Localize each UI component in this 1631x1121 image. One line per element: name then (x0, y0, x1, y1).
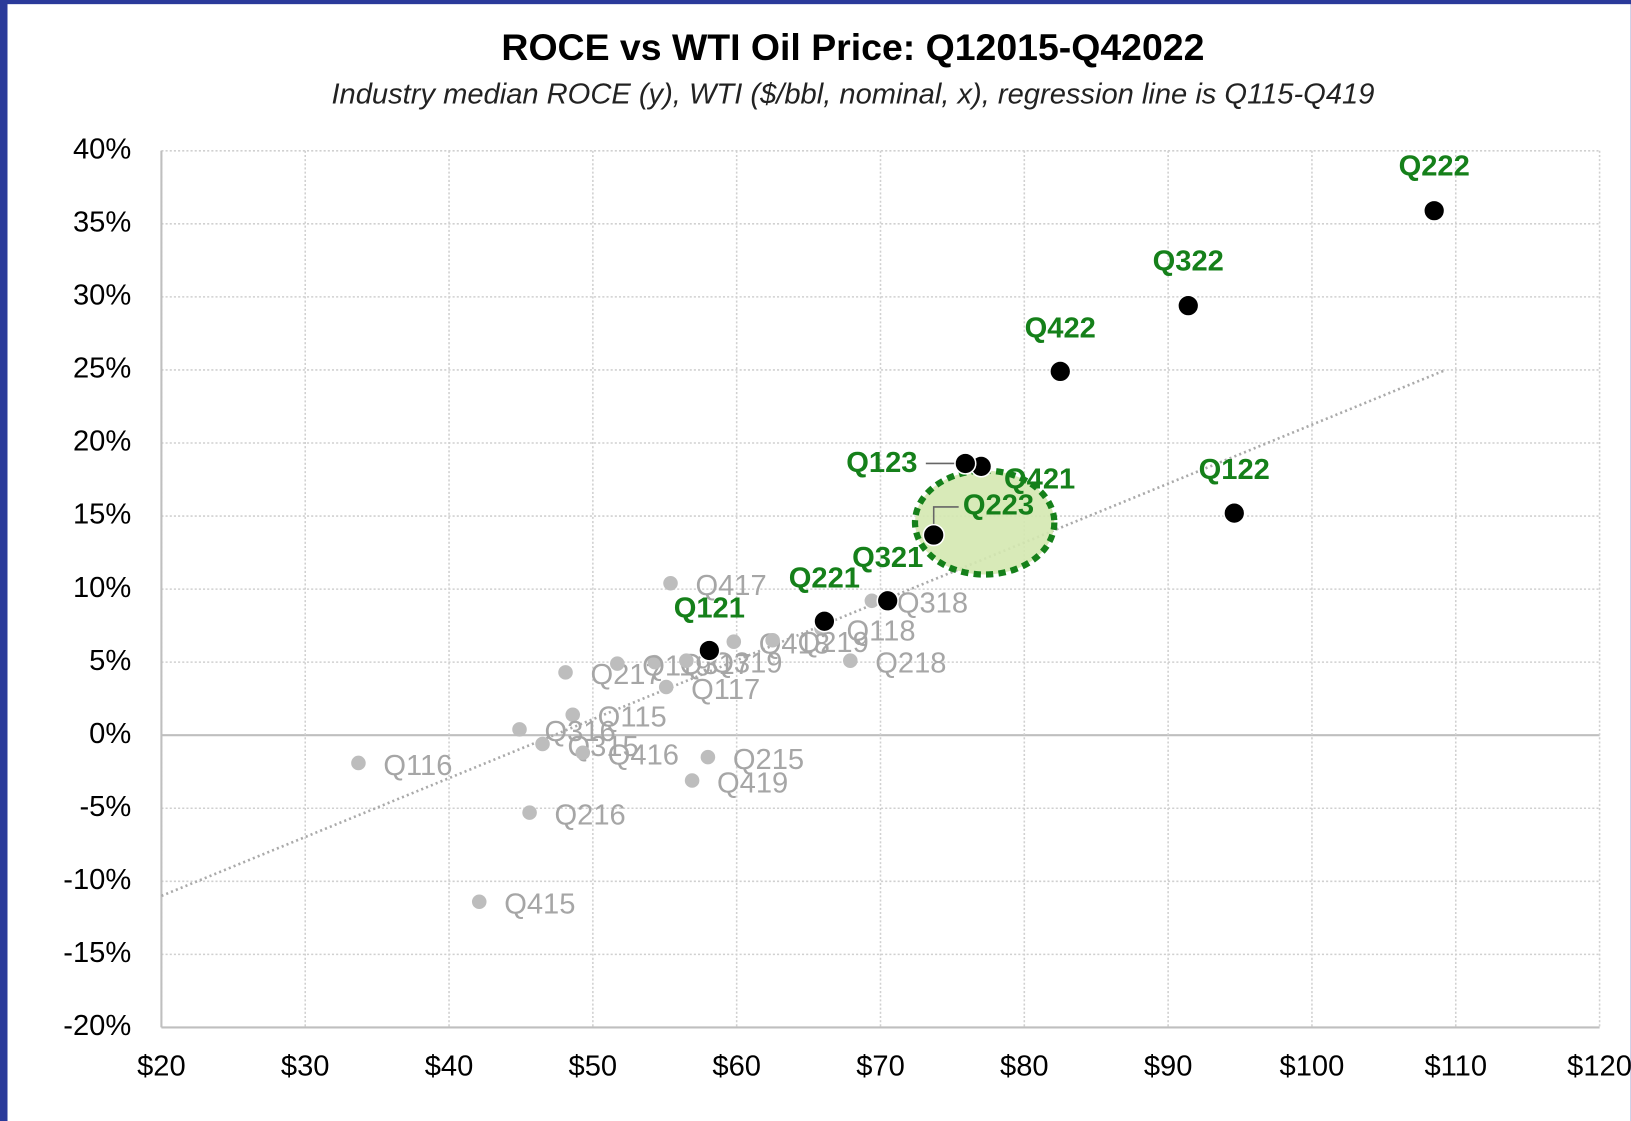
x-tick-label: $50 (569, 1051, 618, 1083)
grid (160, 150, 1601, 1029)
y-tick-label: -15% (63, 937, 131, 969)
point-label: Q122 (1199, 454, 1270, 486)
highlight-point (813, 610, 836, 633)
x-tick-label: $100 (1280, 1051, 1345, 1083)
point-label: Q218 (875, 648, 946, 680)
point-label: Q121 (674, 593, 745, 625)
point-label: Q419 (717, 767, 788, 799)
highlight-point (1049, 360, 1072, 383)
point (610, 656, 625, 671)
point-label: Q221 (789, 562, 860, 594)
highlight-point (954, 452, 977, 475)
x-tick-label: $20 (137, 1051, 186, 1083)
point-label: Q215 (733, 744, 804, 776)
point (351, 755, 366, 771)
point (535, 736, 550, 752)
highlight-point (876, 589, 899, 612)
leader-line (932, 506, 959, 529)
x-tick-label: $30 (281, 1051, 330, 1083)
y-tick-label: 20% (73, 426, 131, 458)
y-tick-label: 15% (73, 499, 131, 531)
y-tick-label: 40% (73, 133, 131, 165)
point-label: Q322 (1153, 246, 1224, 278)
point-label: Q115 (598, 702, 667, 734)
point-label: Q415 (504, 889, 575, 921)
point (684, 773, 700, 788)
x-tick-label: $120 (1567, 1051, 1631, 1083)
y-tick-label: 5% (89, 645, 131, 677)
point-label: Q118 (846, 615, 915, 647)
point-label: Q417 (695, 570, 766, 602)
y-tick-label: 0% (89, 718, 131, 750)
point-label: Q421 (1004, 464, 1075, 496)
y-tick-label: 35% (73, 207, 131, 239)
point (647, 654, 662, 670)
x-tick-label: $80 (1000, 1051, 1049, 1083)
point (700, 749, 716, 765)
highlight-point (1223, 501, 1246, 525)
point (843, 653, 858, 668)
highlight-point (922, 523, 945, 547)
x-tick-label: $40 (425, 1051, 474, 1083)
point (658, 679, 674, 695)
point-label: Q117 (691, 674, 760, 706)
point (663, 575, 678, 591)
point (512, 722, 527, 737)
highlight-point (698, 639, 721, 662)
plot-area: Q115Q215Q315Q415Q116Q216Q316Q416Q117Q217… (160, 151, 1470, 921)
point (679, 653, 694, 668)
x-tick-label: $60 (712, 1051, 761, 1083)
point-label: Q316 (544, 716, 615, 748)
point-label: Q319 (711, 648, 782, 680)
chart-background (7, 4, 1631, 1121)
point (765, 632, 780, 648)
y-tick-label: -20% (63, 1010, 131, 1042)
x-tick-label: $110 (1424, 1051, 1487, 1083)
chart-subtitle: Industry median ROCE (y), WTI ($/bbl, no… (331, 78, 1374, 110)
highlight-point (1177, 294, 1200, 317)
y-tick-label: 25% (73, 353, 131, 385)
point-label: Q219 (798, 627, 869, 659)
point-label: Q123 (846, 447, 917, 479)
x-tick-label: $90 (1144, 1051, 1193, 1083)
y-tick-label: -5% (79, 791, 131, 823)
point-label: Q116 (383, 750, 452, 782)
point-label: Q216 (555, 799, 626, 831)
point-label: Q321 (852, 542, 923, 574)
point-label: Q223 (963, 490, 1034, 522)
point (565, 707, 581, 723)
point-label: Q318 (897, 588, 968, 620)
point (864, 593, 880, 609)
point-label: Q422 (1025, 312, 1096, 344)
x-tick-label: $70 (856, 1051, 905, 1083)
y-tick-label: 30% (73, 280, 131, 312)
point (575, 745, 591, 761)
point (471, 894, 487, 910)
highlight-point (1423, 199, 1446, 222)
point (726, 634, 742, 649)
point (522, 805, 537, 820)
point (558, 665, 573, 680)
point-label: Q222 (1399, 151, 1470, 183)
y-tick-label: 10% (73, 572, 131, 604)
y-tick-label: -10% (63, 864, 131, 896)
chart-title: ROCE vs WTI Oil Price: Q12015-Q42022 (501, 26, 1204, 68)
point-label: Q416 (608, 740, 679, 772)
